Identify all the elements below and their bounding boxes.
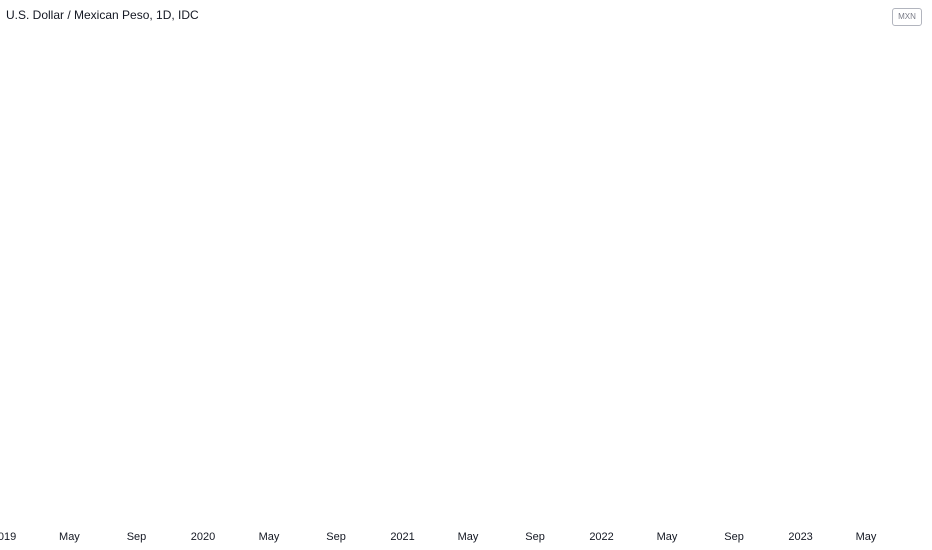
- chart-title: U.S. Dollar / Mexican Peso, 1D, IDC: [6, 8, 199, 22]
- x-tick-label: 2022: [589, 531, 613, 543]
- x-tick-label: 2020: [191, 531, 215, 543]
- x-tick-label: May: [458, 531, 479, 543]
- x-tick-label: May: [657, 531, 678, 543]
- x-tick-label: 2023: [788, 531, 812, 543]
- x-tick-label: Sep: [525, 531, 545, 543]
- currency-badge[interactable]: MXN: [892, 8, 922, 26]
- x-tick-label: 2019: [0, 531, 16, 543]
- x-tick-label: May: [259, 531, 280, 543]
- x-tick-label: Sep: [127, 531, 147, 543]
- x-tick-label: Sep: [724, 531, 744, 543]
- x-tick-label: 2021: [390, 531, 414, 543]
- x-tick-label: Sep: [326, 531, 346, 543]
- x-tick-label: May: [59, 531, 80, 543]
- x-tick-label: May: [856, 531, 877, 543]
